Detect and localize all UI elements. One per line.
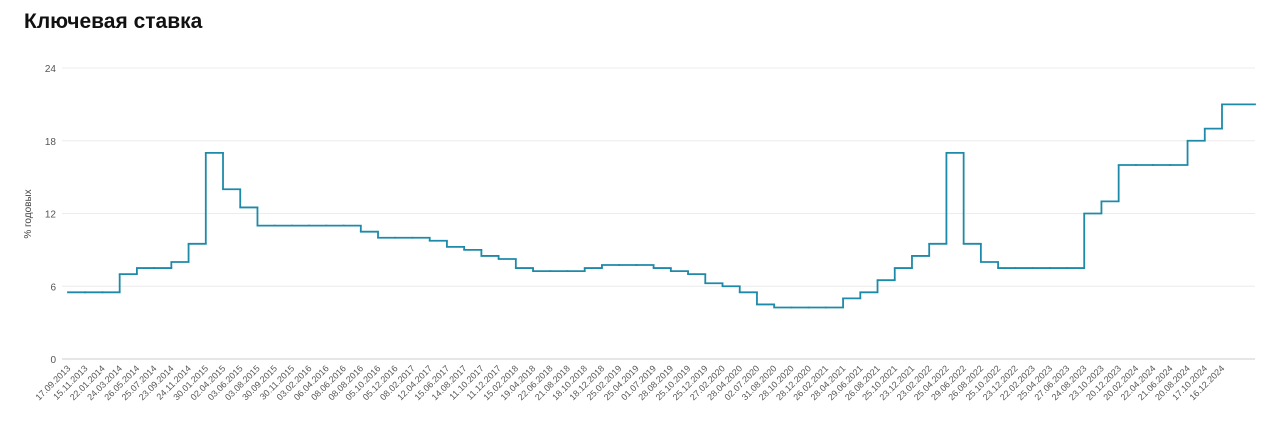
y-tick-label: 18	[45, 137, 57, 148]
chart-title: Ключевая ставка	[24, 10, 203, 33]
y-axis-label: % годовых	[23, 189, 34, 238]
y-tick-label: 12	[45, 210, 57, 221]
y-tick-label: 0	[50, 355, 56, 366]
y-tick-label: 6	[50, 282, 56, 293]
y-tick-label: 24	[45, 64, 57, 75]
